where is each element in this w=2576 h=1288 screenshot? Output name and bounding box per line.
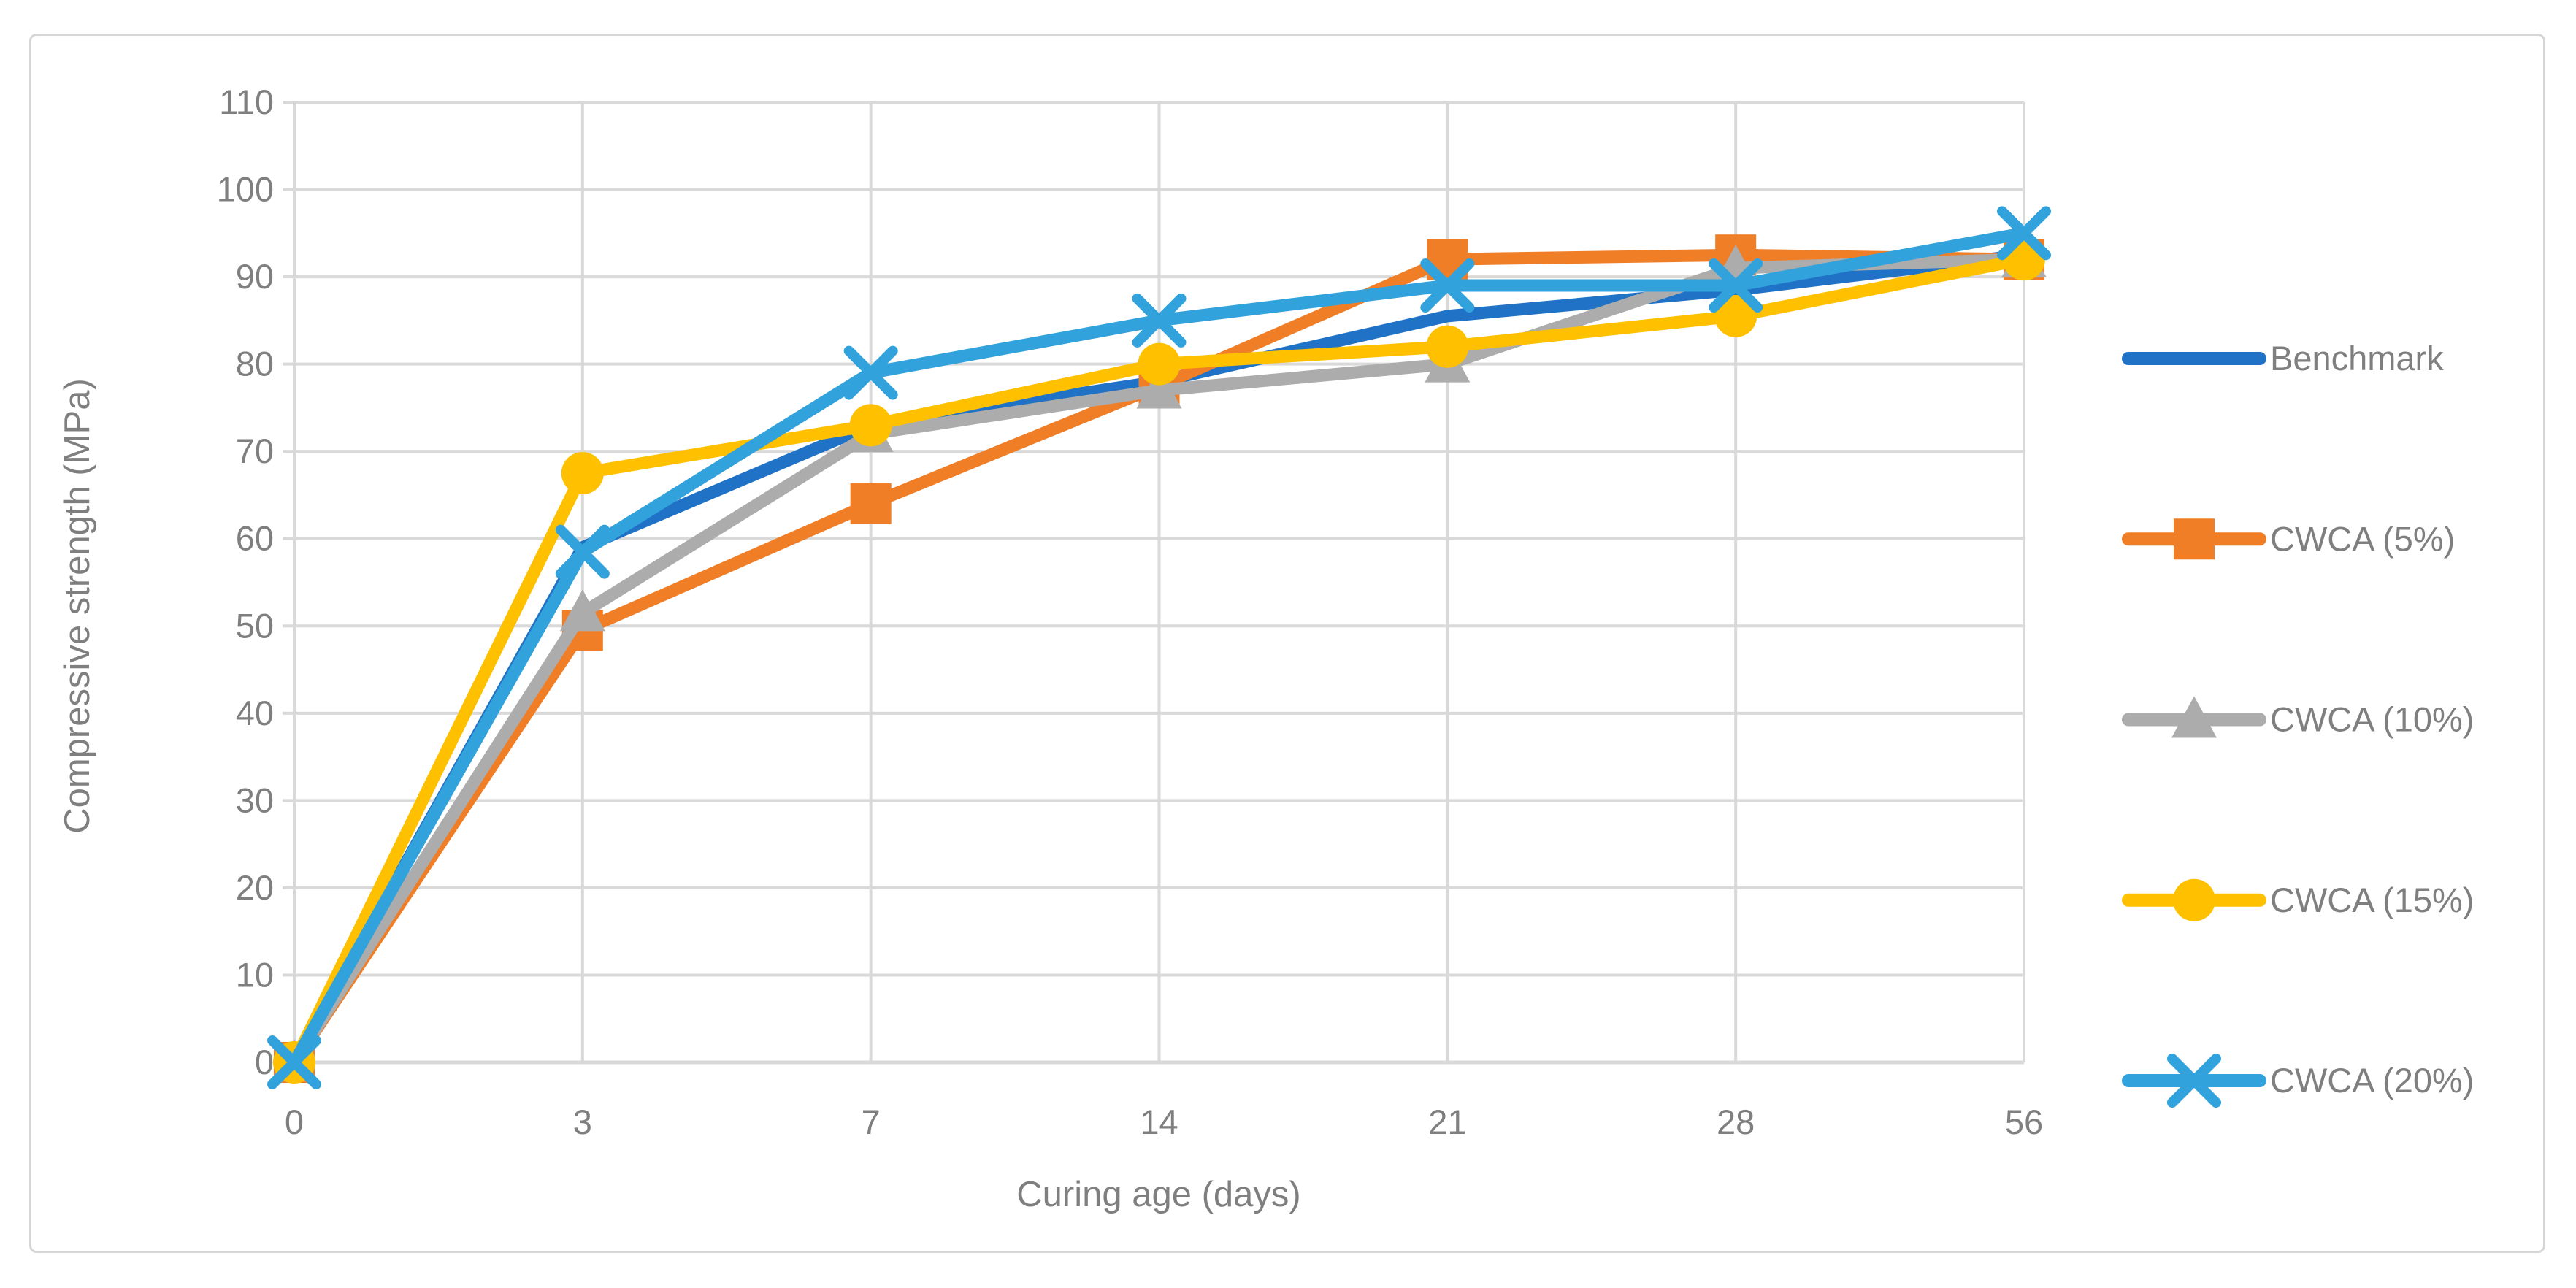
triangle-marker <box>2171 696 2217 738</box>
tick-labels-layer: 0 10 20 30 40 50 60 70 80 90 100 110 0 3 7 14 21 28 56 <box>217 83 2044 1141</box>
x-tick-label: 0 <box>285 1103 304 1141</box>
data-series-layer <box>267 206 2051 1089</box>
legend: Benchmark CWCA (5%) CWCA (10%) CWCA (15%) CW… <box>2122 339 2474 1108</box>
legend-item-cwca-10: CWCA (10%) <box>2122 696 2474 739</box>
x-marker <box>1420 258 1475 313</box>
x-marker <box>1997 206 2051 261</box>
x-marker <box>843 345 898 400</box>
circle-marker <box>1426 325 1469 368</box>
axes-layer <box>283 101 2024 1065</box>
legend-label: CWCA (5%) <box>2270 519 2455 558</box>
x-tick-label: 7 <box>862 1103 881 1141</box>
x-tick-label: 3 <box>573 1103 592 1141</box>
x-tick-label: 28 <box>1717 1103 1755 1141</box>
y-tick-label: 40 <box>236 694 274 732</box>
x-marker <box>1709 258 1763 313</box>
legend-label: CWCA (10%) <box>2270 700 2474 739</box>
x-tick-label: 21 <box>1428 1103 1466 1141</box>
y-tick-label: 110 <box>219 83 274 121</box>
y-tick-label: 10 <box>236 955 274 994</box>
y-tick-label: 0 <box>255 1043 274 1081</box>
x-marker <box>2167 1054 2221 1108</box>
circle-marker <box>1138 342 1181 386</box>
y-tick-label: 70 <box>236 432 274 470</box>
square-marker <box>850 483 892 524</box>
legend-label: CWCA (20%) <box>2270 1061 2474 1100</box>
chart-outer-border <box>29 34 2545 1253</box>
legend-label: CWCA (15%) <box>2270 881 2474 919</box>
y-tick-label: 20 <box>236 868 274 907</box>
legend-label: Benchmark <box>2270 339 2444 377</box>
y-tick-label: 60 <box>236 519 274 558</box>
y-tick-label: 80 <box>236 345 274 383</box>
gridlines-layer <box>294 101 2025 1064</box>
square-marker <box>2174 518 2215 560</box>
y-tick-label: 100 <box>217 170 274 209</box>
legend-item-benchmark: Benchmark <box>2122 339 2444 377</box>
legend-item-cwca-20: CWCA (20%) <box>2122 1054 2474 1108</box>
y-axis-title: Compressive strength (MPa) <box>58 378 97 834</box>
x-tick-label: 14 <box>1140 1103 1178 1141</box>
y-tick-label: 30 <box>236 781 274 819</box>
triangle-marker <box>559 589 605 632</box>
circle-marker <box>849 404 892 447</box>
y-tick-label: 50 <box>236 606 274 645</box>
x-marker <box>555 524 610 579</box>
x-axis-title: Curing age (days) <box>1016 1175 1300 1214</box>
legend-item-cwca-5: CWCA (5%) <box>2122 518 2455 560</box>
circle-marker <box>1714 294 1757 337</box>
y-tick-label: 90 <box>236 257 274 296</box>
series-cwca-20 <box>267 206 2051 1089</box>
x-marker <box>1132 293 1187 348</box>
legend-item-cwca-15: CWCA (15%) <box>2122 878 2474 921</box>
x-tick-label: 56 <box>2005 1103 2043 1141</box>
circle-marker <box>2173 878 2215 921</box>
circle-marker <box>561 452 604 495</box>
triangle-marker <box>1136 367 1182 409</box>
x-marker <box>267 1035 321 1089</box>
